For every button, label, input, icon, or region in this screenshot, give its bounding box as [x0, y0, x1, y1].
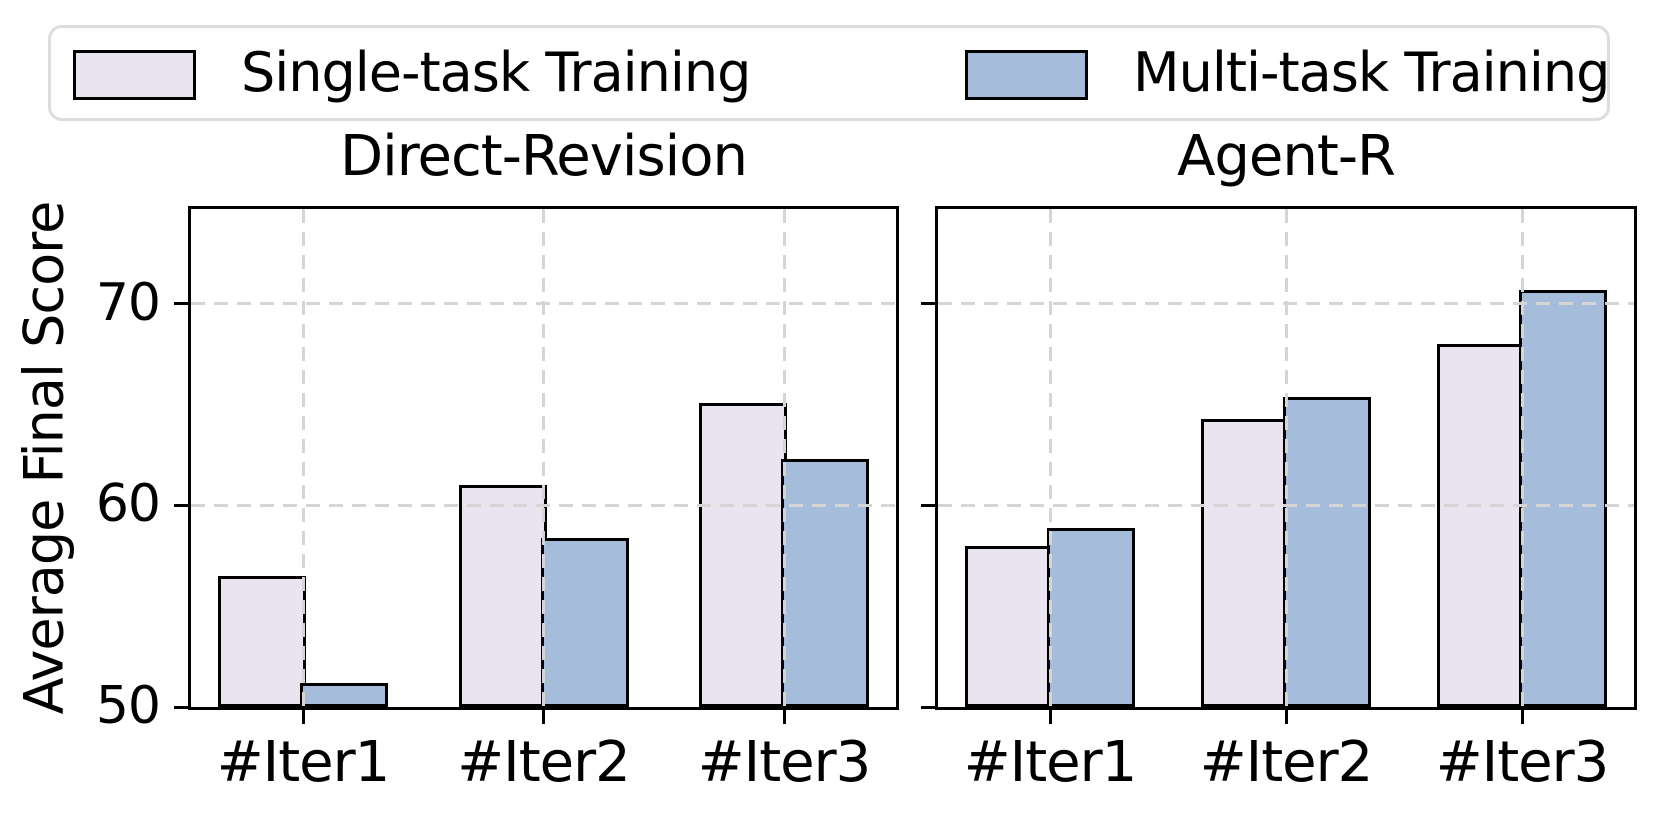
- y-tick-70: [921, 302, 935, 306]
- bar-single-iter2: [458, 485, 547, 707]
- gridline-v-iter3: [1520, 209, 1524, 707]
- bar-single-iter2: [1201, 418, 1289, 707]
- x-tick-label-iter3: #Iter3: [697, 730, 872, 795]
- bar-multi-iter2: [540, 537, 629, 707]
- subplot-direct-revision: [174, 206, 899, 724]
- legend-label-multi-task: Multi-task Training: [1133, 41, 1610, 104]
- subplot-title-direct-revision: Direct-Revision: [340, 124, 748, 189]
- bar-multi-iter1: [300, 682, 388, 707]
- bar-single-iter1: [965, 545, 1053, 707]
- gridline-v-iter3: [782, 209, 786, 707]
- y-tick-label-50: 50: [95, 676, 161, 736]
- bar-multi-iter3: [781, 459, 869, 707]
- bar-multi-iter2: [1283, 396, 1371, 707]
- gridline-v-iter2: [1284, 209, 1288, 707]
- x-tick-iter3: [782, 710, 786, 724]
- x-tick-label-iter3: #Iter3: [1435, 730, 1610, 795]
- gridline-v-iter2: [542, 209, 545, 707]
- x-tick-label-iter2: #Iter2: [457, 730, 631, 795]
- legend: Single-task Training Multi-task Training: [48, 25, 1610, 121]
- y-tick-60: [921, 503, 935, 507]
- gridline-v-iter1: [301, 209, 305, 707]
- subplot-agent-r: [921, 206, 1637, 724]
- multi-task-swatch-icon: [965, 50, 1088, 100]
- x-tick-label-iter1: #Iter1: [216, 730, 391, 795]
- y-tick-label-70: 70: [95, 272, 161, 333]
- y-tick-50: [921, 705, 935, 709]
- x-tick-iter2: [542, 710, 545, 724]
- bar-multi-iter3: [1519, 289, 1607, 707]
- x-tick-iter1: [301, 710, 305, 724]
- x-tick-iter3: [1520, 710, 1524, 724]
- y-tick-label-60: 60: [95, 474, 161, 535]
- single-task-swatch-icon: [73, 50, 196, 100]
- bar-single-iter1: [218, 575, 306, 707]
- legend-label-single-task: Single-task Training: [241, 41, 751, 104]
- subplot-title-agent-r: Agent-R: [1177, 124, 1396, 189]
- y-tick-50: [174, 705, 188, 709]
- x-tick-iter1: [1048, 710, 1052, 724]
- bar-single-iter3: [1437, 344, 1525, 707]
- y-tick-70: [174, 302, 188, 306]
- bar-multi-iter1: [1047, 527, 1135, 707]
- x-tick-label-iter2: #Iter2: [1199, 730, 1374, 795]
- gridline-v-iter1: [1048, 209, 1052, 707]
- y-tick-60: [174, 503, 188, 507]
- x-tick-iter2: [1284, 710, 1288, 724]
- x-tick-label-iter1: #Iter1: [963, 730, 1138, 795]
- bar-single-iter3: [699, 402, 787, 707]
